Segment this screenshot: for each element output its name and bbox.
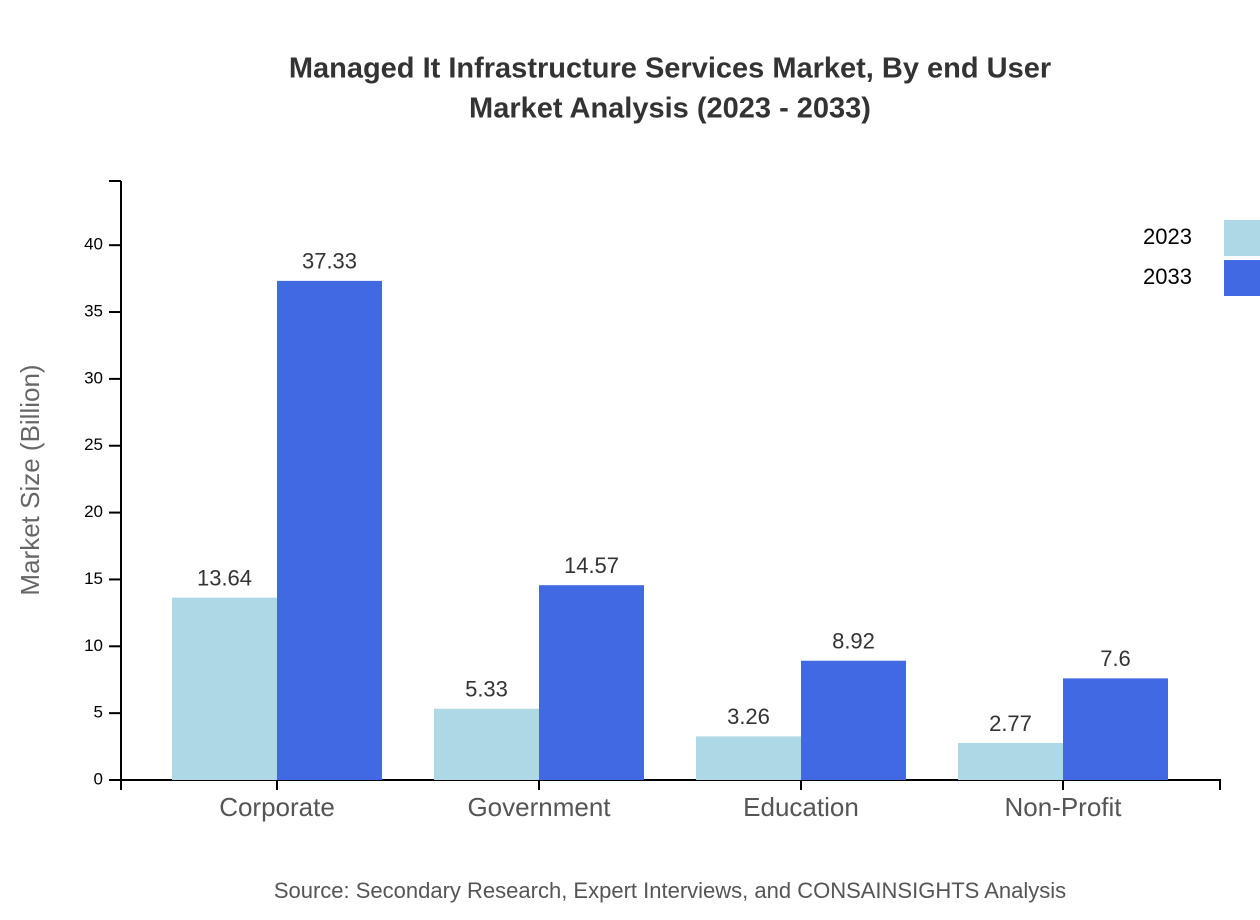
y-tick-label: 25 xyxy=(84,435,103,454)
value-label: 13.64 xyxy=(197,565,252,590)
y-tick-label: 15 xyxy=(84,569,103,588)
y-tick-label: 30 xyxy=(84,368,103,387)
bar xyxy=(958,742,1063,780)
y-tick-label: 40 xyxy=(84,235,103,254)
y-tick-label: 0 xyxy=(94,769,103,788)
value-label: 8.92 xyxy=(832,629,875,654)
legend-swatch xyxy=(1224,220,1260,256)
bar xyxy=(277,280,382,780)
bar xyxy=(172,597,277,780)
bar xyxy=(1063,678,1168,780)
y-tick-label: 5 xyxy=(94,703,103,722)
y-tick-label: 20 xyxy=(84,502,103,521)
value-label: 7.6 xyxy=(1100,646,1131,671)
y-tick-label: 10 xyxy=(84,636,103,655)
value-label: 3.26 xyxy=(727,704,770,729)
y-tick-label: 35 xyxy=(84,302,103,321)
value-label: 14.57 xyxy=(564,553,619,578)
x-tick-label: Education xyxy=(743,792,859,822)
x-tick-label: Corporate xyxy=(219,792,335,822)
source-note: Source: Secondary Research, Expert Inter… xyxy=(274,878,1066,903)
y-axis-title: Market Size (Billion) xyxy=(15,364,45,595)
x-tick-label: Non-Profit xyxy=(1004,792,1122,822)
legend-label: 2023 xyxy=(1143,224,1192,249)
chart-title: Managed It Infrastructure Services Marke… xyxy=(289,53,1051,85)
value-label: 2.77 xyxy=(989,711,1032,736)
bar xyxy=(434,708,539,780)
value-label: 5.33 xyxy=(465,677,508,702)
value-label: 37.33 xyxy=(302,249,357,274)
bar xyxy=(696,736,801,780)
bar xyxy=(539,585,644,780)
chart-title: Market Analysis (2023 - 2033) xyxy=(469,93,871,125)
legend-swatch xyxy=(1224,260,1260,296)
x-tick-label: Government xyxy=(467,792,611,822)
bar xyxy=(801,660,906,780)
legend-label: 2033 xyxy=(1143,264,1192,289)
